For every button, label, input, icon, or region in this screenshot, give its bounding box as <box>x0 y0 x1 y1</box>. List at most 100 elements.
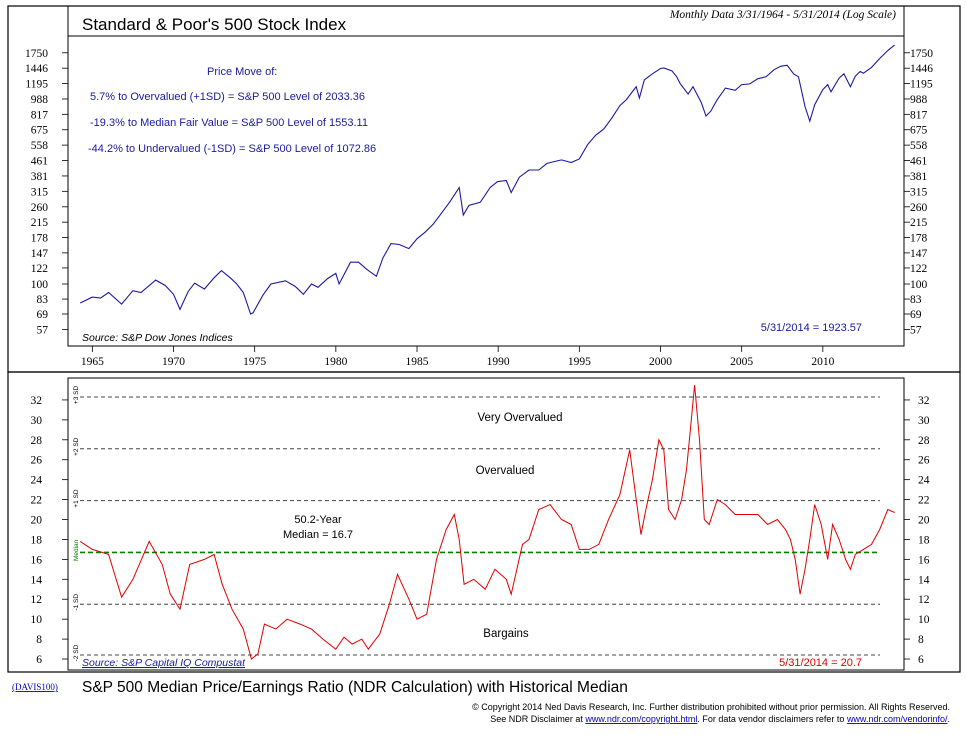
top-chart-subtitle: Monthly Data 3/31/1964 - 5/31/2014 (Log … <box>669 9 896 21</box>
bottom-y-tick-label-right: 8 <box>918 634 924 646</box>
x-axis: 1965 1970 1975 1980 1985 1990 1995 2000 2005 2010 <box>68 345 904 368</box>
bottom-y-tick-label-right: 16 <box>918 554 930 566</box>
top-y-tick-label: 178 <box>31 232 49 244</box>
top-y-tick-label-right: 1195 <box>910 79 933 91</box>
bottom-y-tick-label-right: 22 <box>918 495 930 507</box>
sd-line-label: Median <box>73 539 80 561</box>
bottom-latest-value: 5/31/2014 = 20.7 <box>779 657 862 669</box>
top-y-tick-label-right: 1750 <box>910 48 933 60</box>
bottom-y-tick-label: 26 <box>31 455 43 467</box>
bottom-y-tick-label-right: 12 <box>918 594 930 606</box>
bottom-y-tick-label-right: 30 <box>918 415 930 427</box>
price-move-line-2: -19.3% to Median Fair Value = S&P 500 Le… <box>90 117 368 129</box>
sd-line-label: +2 SD <box>73 437 80 456</box>
top-y-tick-label: 558 <box>31 140 49 152</box>
top-y-tick-label: 1446 <box>25 63 48 75</box>
top-y-tick-label-right: 57 <box>910 324 922 336</box>
davis-code[interactable]: (DAVIS100) <box>12 682 58 692</box>
top-y-tick-label: 461 <box>31 156 49 168</box>
sd-line-label: +3 SD <box>73 386 80 405</box>
top-y-tick-label-right: 122 <box>910 263 928 275</box>
sd-line-label: -2 SD <box>73 644 80 661</box>
bottom-y-tick-label-right: 26 <box>918 455 930 467</box>
price-move-line-1: 5.7% to Overvalued (+1SD) = S&P 500 Leve… <box>90 91 365 103</box>
bottom-y-tick-label: 16 <box>31 554 43 566</box>
price-move-line-3: -44.2% to Undervalued (-1SD) = S&P 500 L… <box>88 143 376 155</box>
top-y-tick-label-right: 461 <box>910 156 928 168</box>
zone-label-bargains: Bargains <box>483 628 529 640</box>
top-plot-area <box>67 35 905 347</box>
top-y-tick-label: 315 <box>31 186 49 198</box>
bottom-chart-title: S&P 500 Median Price/Earnings Ratio (NDR… <box>82 679 628 696</box>
bottom-y-tick-label-right: 24 <box>918 475 930 487</box>
x-tick-label: 1965 <box>81 356 104 368</box>
bottom-source: Source: S&P Capital IQ Compustat <box>82 657 246 669</box>
sp500-price-line <box>79 44 895 315</box>
zone-label-overvalued: Overvalued <box>476 465 535 477</box>
x-tick-label: 1980 <box>324 356 347 368</box>
top-y-tick-label-right: 315 <box>910 186 928 198</box>
x-tick-label: 2000 <box>649 356 672 368</box>
bottom-y-tick-label-right: 14 <box>918 574 930 586</box>
bottom-y-tick-label: 30 <box>31 415 43 427</box>
top-y-tick-label: 147 <box>31 248 49 260</box>
top-y-tick-label-right: 558 <box>910 140 928 152</box>
bottom-chart-frame <box>7 371 961 673</box>
x-tick-label: 1990 <box>487 356 510 368</box>
bottom-y-ticks-right: 6 8 10 12 14 16 18 20 22 24 26 28 30 32 <box>904 395 930 666</box>
bottom-y-tick-label: 10 <box>31 614 43 626</box>
median-label-line-2: Median = 16.7 <box>283 529 353 541</box>
top-y-tick-label: 817 <box>31 109 49 121</box>
bottom-plot-area <box>67 377 905 671</box>
top-y-tick-label-right: 178 <box>910 232 928 244</box>
bottom-y-tick-label-right: 18 <box>918 534 930 546</box>
vendorinfo-link[interactable]: www.ndr.com/vendorinfo/ <box>846 714 948 724</box>
top-y-tick-label-right: 215 <box>910 217 928 229</box>
top-y-tick-label: 215 <box>31 217 49 229</box>
bottom-y-tick-label: 18 <box>31 534 43 546</box>
top-latest-value: 5/31/2014 = 1923.57 <box>761 322 862 334</box>
x-tick-label: 2010 <box>811 356 834 368</box>
bottom-y-tick-label-right: 28 <box>918 435 930 447</box>
top-y-tick-label-right: 1446 <box>910 63 933 75</box>
x-tick-label: 2005 <box>730 356 753 368</box>
bottom-y-tick-label-right: 10 <box>918 614 930 626</box>
bottom-y-ticks-left: 6 8 10 12 14 16 18 20 22 24 26 28 30 32 <box>31 395 68 666</box>
top-y-tick-label: 381 <box>31 171 49 183</box>
top-y-tick-label-right: 381 <box>910 171 928 183</box>
bottom-y-tick-label: 12 <box>31 594 43 606</box>
top-y-tick-label: 675 <box>31 125 49 137</box>
median-label-line-1: 50.2-Year <box>294 514 342 526</box>
bottom-y-tick-label: 24 <box>31 475 43 487</box>
bottom-y-tick-label-right: 32 <box>918 395 930 407</box>
top-y-tick-label: 69 <box>37 309 49 321</box>
bottom-y-tick-label: 20 <box>31 515 43 527</box>
price-move-heading: Price Move of: <box>207 66 277 78</box>
sd-reference-lines: +3 SD +2 SD +1 SD Median -1 SD -2 SD <box>73 386 880 661</box>
top-y-tick-label: 100 <box>31 279 49 291</box>
bottom-y-tick-label: 32 <box>31 395 43 407</box>
top-y-tick-label-right: 260 <box>910 202 928 214</box>
top-y-tick-label-right: 817 <box>910 109 928 121</box>
x-tick-label: 1985 <box>406 356 429 368</box>
bottom-y-tick-label-right: 6 <box>918 654 924 666</box>
top-y-tick-label: 1750 <box>25 48 48 60</box>
top-y-tick-label-right: 988 <box>910 94 928 106</box>
zone-label-very-overvalued: Very Overvalued <box>477 412 562 424</box>
top-y-tick-label: 122 <box>31 263 49 275</box>
top-y-tick-label-right: 100 <box>910 279 928 291</box>
top-y-ticks-left: 57 69 83 100 122 147 178 215 260 315 381 461 558 675 8… <box>25 48 68 336</box>
top-y-tick-label: 1195 <box>25 79 48 91</box>
bottom-y-tick-label: 8 <box>36 634 42 646</box>
x-tick-label: 1995 <box>568 356 591 368</box>
top-y-tick-label: 83 <box>37 294 49 306</box>
bottom-y-tick-label: 22 <box>31 495 43 507</box>
top-y-tick-label: 260 <box>31 202 49 214</box>
top-y-tick-label-right: 83 <box>910 294 922 306</box>
top-y-ticks-right: 57 69 83 100 122 147 178 215 260 315 381 461 558 675 8… <box>904 48 933 336</box>
copyright-text: © Copyright 2014 Ned Davis Research, Inc… <box>472 702 950 712</box>
top-chart-frame <box>7 5 961 373</box>
top-y-tick-label-right: 69 <box>910 309 922 321</box>
copyright-link[interactable]: www.ndr.com/copyright.html <box>584 714 697 724</box>
